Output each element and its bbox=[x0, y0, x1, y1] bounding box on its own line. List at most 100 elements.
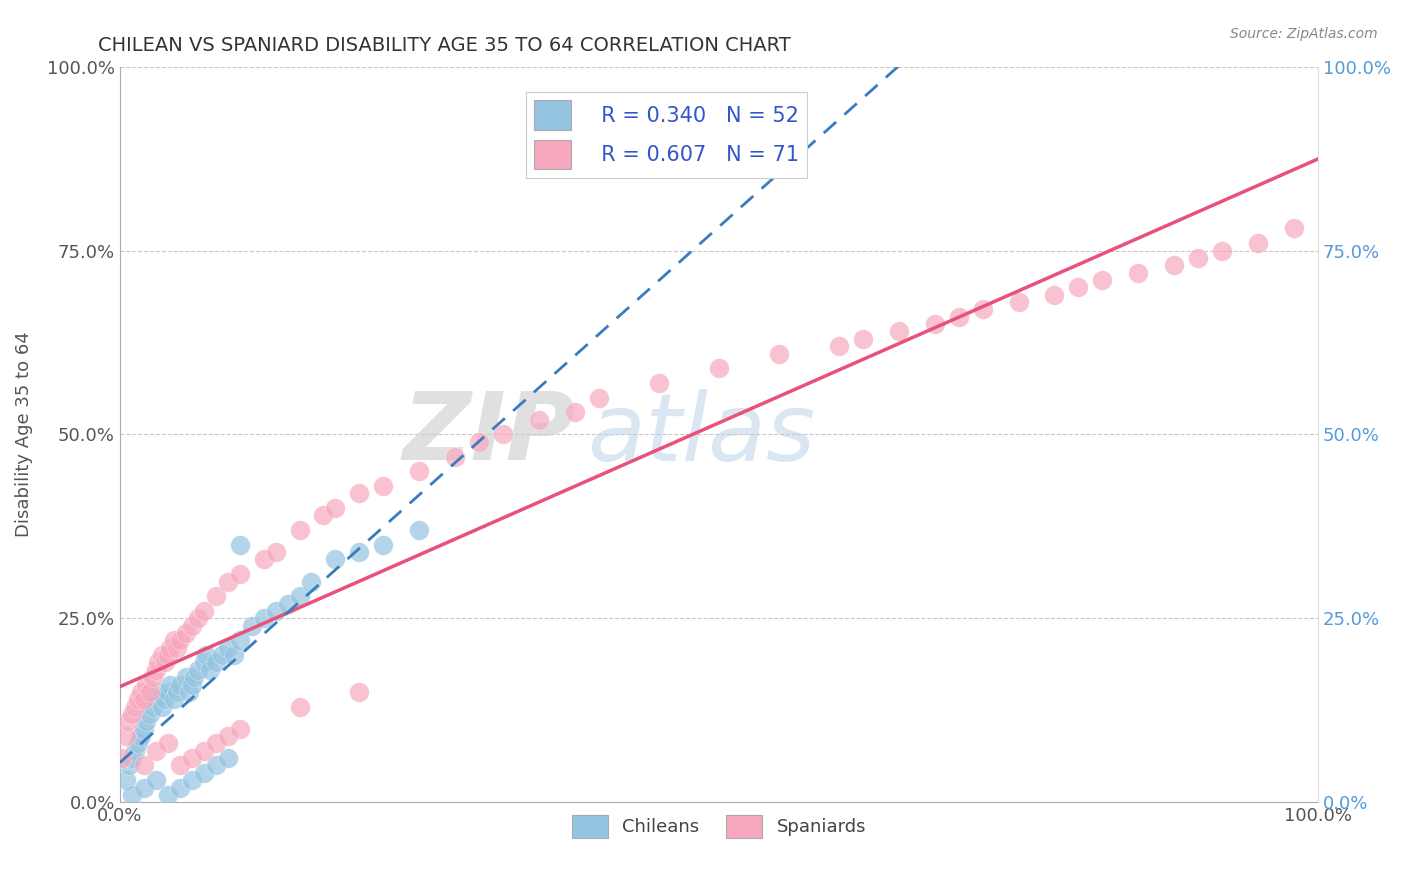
Point bbox=[288, 589, 311, 603]
Point bbox=[179, 685, 201, 699]
Point bbox=[252, 552, 274, 566]
Point bbox=[349, 486, 371, 500]
Point bbox=[468, 434, 491, 449]
Point bbox=[156, 648, 179, 662]
Point bbox=[349, 545, 371, 559]
Point bbox=[648, 376, 671, 390]
Point bbox=[124, 699, 146, 714]
Point bbox=[155, 692, 177, 706]
Point bbox=[1043, 287, 1066, 301]
Point bbox=[301, 574, 323, 589]
Point bbox=[193, 656, 215, 670]
Point bbox=[174, 626, 197, 640]
Point bbox=[155, 656, 177, 670]
Point bbox=[828, 339, 851, 353]
Point bbox=[166, 685, 188, 699]
Point bbox=[887, 325, 910, 339]
Point bbox=[174, 670, 197, 684]
Point bbox=[131, 729, 153, 743]
Point bbox=[228, 722, 250, 736]
Point bbox=[228, 633, 250, 648]
Point bbox=[948, 310, 970, 324]
Point bbox=[1247, 236, 1270, 251]
Point bbox=[325, 501, 347, 516]
Legend: Chileans, Spaniards: Chileans, Spaniards bbox=[564, 808, 873, 845]
Point bbox=[264, 545, 287, 559]
Point bbox=[145, 692, 167, 706]
Point bbox=[132, 692, 155, 706]
Point bbox=[198, 663, 221, 677]
Point bbox=[211, 648, 233, 662]
Point bbox=[159, 640, 181, 655]
Point bbox=[150, 648, 173, 662]
Point bbox=[852, 332, 875, 346]
Point bbox=[408, 523, 430, 537]
Point bbox=[187, 663, 209, 677]
Point bbox=[217, 640, 239, 655]
Point bbox=[180, 618, 202, 632]
Point bbox=[146, 656, 169, 670]
Point bbox=[121, 751, 143, 765]
Point bbox=[114, 773, 136, 788]
Point bbox=[111, 751, 134, 765]
Point bbox=[1091, 273, 1114, 287]
Point bbox=[204, 758, 226, 772]
Point bbox=[118, 758, 141, 772]
Point bbox=[276, 597, 298, 611]
Point bbox=[228, 538, 250, 552]
Point bbox=[169, 758, 191, 772]
Point bbox=[156, 788, 179, 802]
Point bbox=[163, 633, 186, 648]
Point bbox=[252, 611, 274, 625]
Point bbox=[193, 744, 215, 758]
Point bbox=[349, 685, 371, 699]
Point bbox=[159, 677, 181, 691]
Text: ZIP: ZIP bbox=[402, 388, 575, 481]
Point bbox=[127, 736, 149, 750]
Point bbox=[145, 744, 167, 758]
Point bbox=[132, 780, 155, 795]
Text: Source: ZipAtlas.com: Source: ZipAtlas.com bbox=[1230, 27, 1378, 41]
Point bbox=[768, 346, 790, 360]
Point bbox=[222, 648, 245, 662]
Point bbox=[707, 361, 730, 376]
Point bbox=[132, 722, 155, 736]
Point bbox=[142, 699, 165, 714]
Point bbox=[169, 633, 191, 648]
Point bbox=[924, 317, 946, 331]
Point bbox=[132, 758, 155, 772]
Point bbox=[193, 765, 215, 780]
Point bbox=[444, 450, 467, 464]
Point bbox=[114, 729, 136, 743]
Point bbox=[169, 677, 191, 691]
Point bbox=[408, 464, 430, 478]
Point bbox=[1163, 258, 1185, 272]
Point bbox=[124, 744, 146, 758]
Point bbox=[527, 413, 550, 427]
Point bbox=[169, 780, 191, 795]
Point bbox=[183, 670, 205, 684]
Point bbox=[373, 538, 395, 552]
Point bbox=[145, 663, 167, 677]
Point bbox=[180, 773, 202, 788]
Point bbox=[972, 302, 994, 317]
Point bbox=[166, 640, 188, 655]
Point bbox=[204, 589, 226, 603]
Point bbox=[193, 604, 215, 618]
Point bbox=[156, 685, 179, 699]
Point bbox=[228, 567, 250, 582]
Point bbox=[1282, 221, 1305, 235]
Point bbox=[204, 736, 226, 750]
Point bbox=[117, 714, 139, 729]
Point bbox=[127, 692, 149, 706]
Point bbox=[121, 706, 143, 721]
Point bbox=[1211, 244, 1233, 258]
Point bbox=[135, 677, 157, 691]
Point bbox=[121, 788, 143, 802]
Point bbox=[180, 677, 202, 691]
Point bbox=[138, 706, 160, 721]
Point bbox=[135, 714, 157, 729]
Y-axis label: Disability Age 35 to 64: Disability Age 35 to 64 bbox=[15, 332, 32, 537]
Point bbox=[325, 552, 347, 566]
Point bbox=[142, 670, 165, 684]
